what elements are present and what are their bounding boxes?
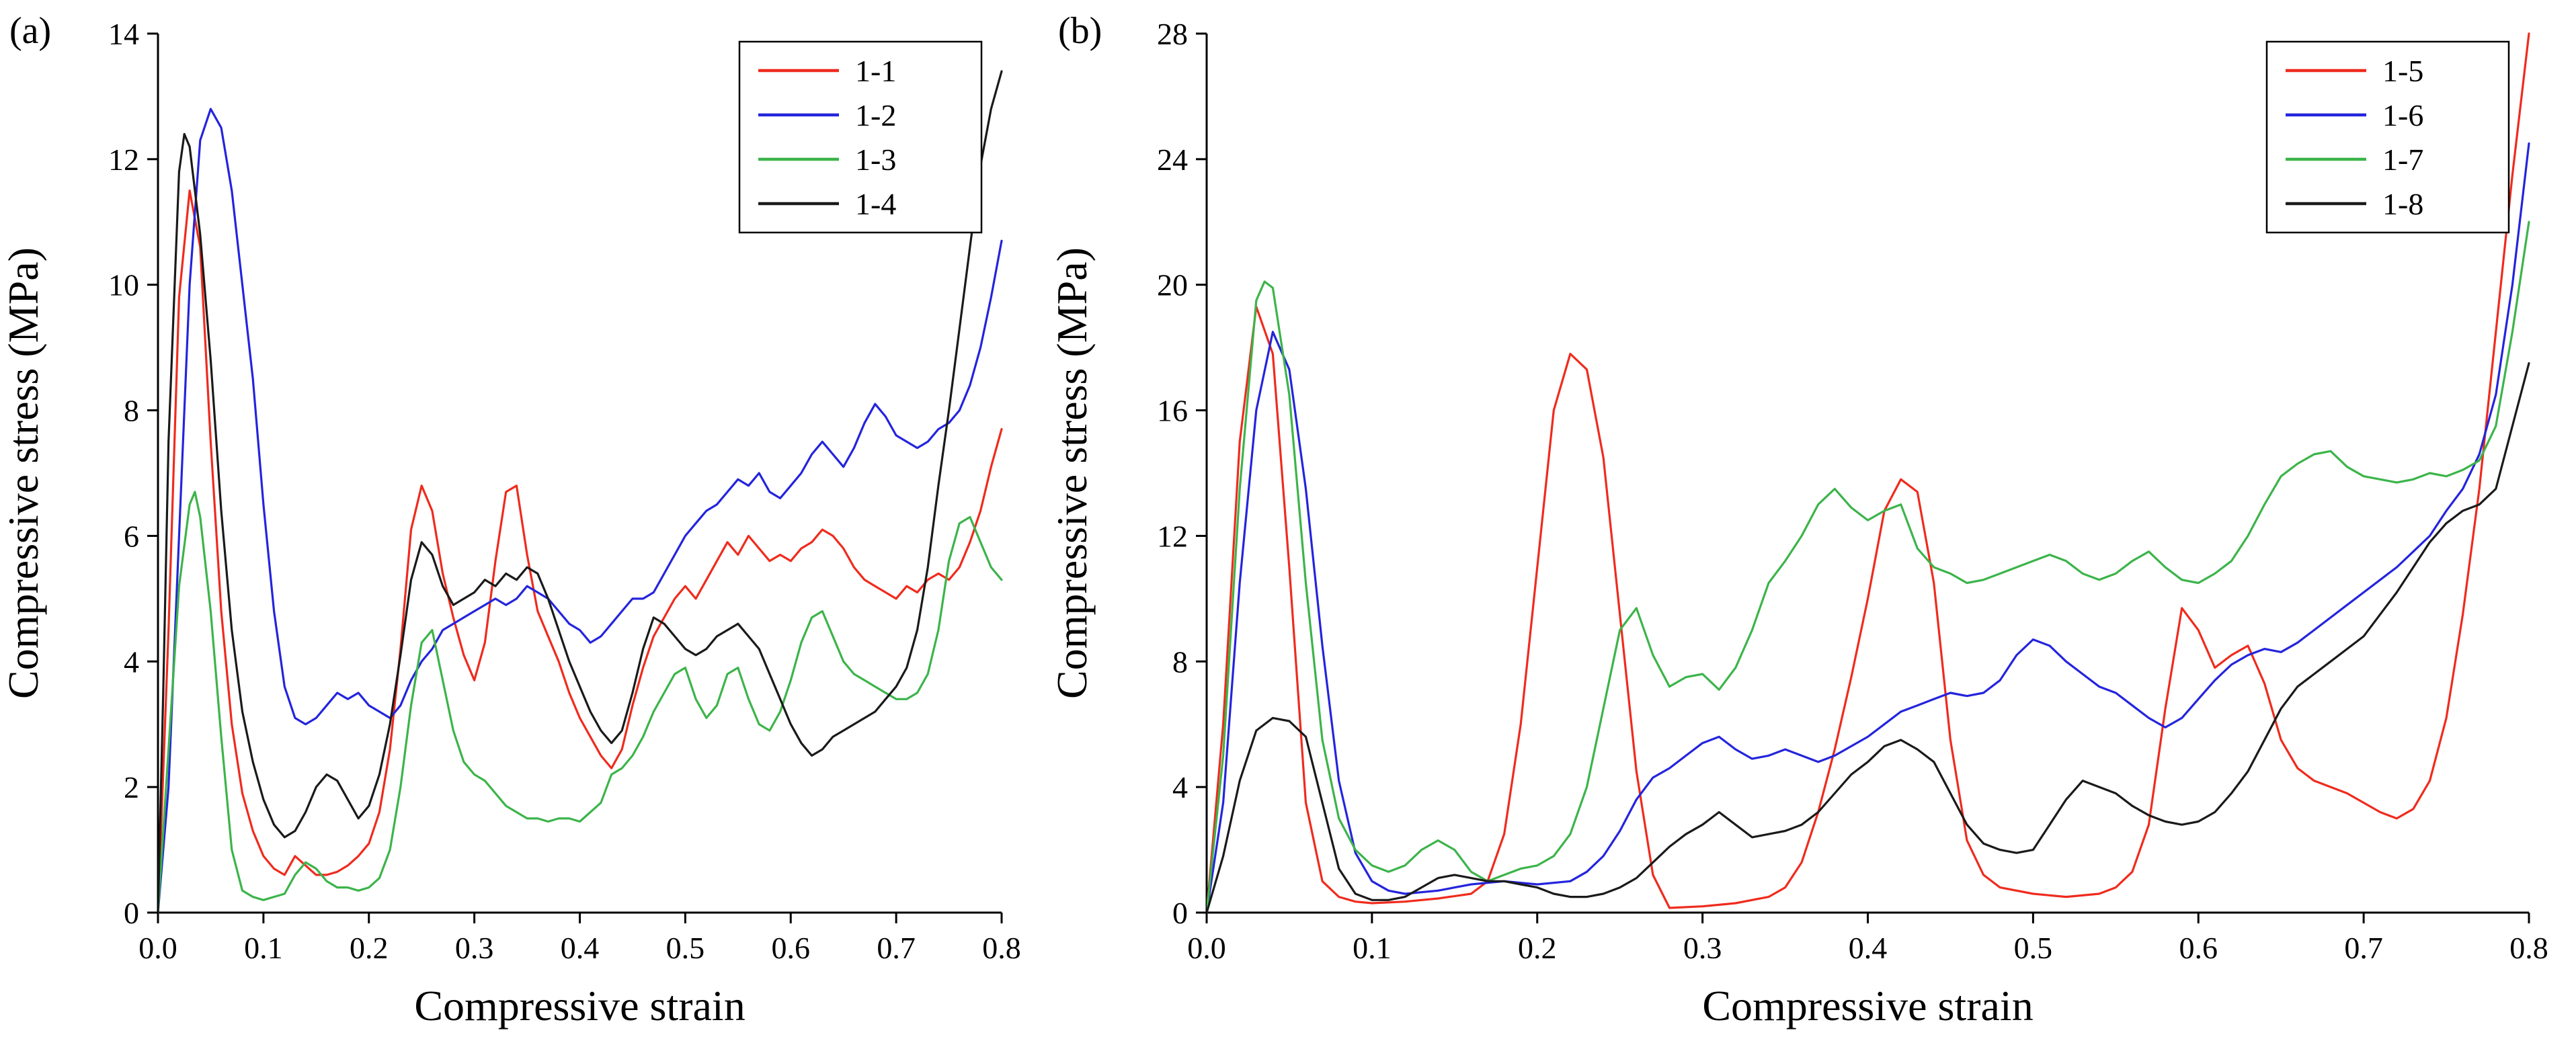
y-tick-label: 28 bbox=[1157, 17, 1188, 51]
x-tick-label: 0.1 bbox=[244, 931, 283, 965]
x-axis-title: Compressive strain bbox=[414, 982, 745, 1030]
panel-label-b: (b) bbox=[1058, 10, 1102, 52]
series-line-1-6 bbox=[1207, 142, 2530, 914]
x-tick-label: 0.1 bbox=[1353, 931, 1392, 965]
x-tick-label: 0.0 bbox=[1187, 931, 1226, 965]
series-line-1-1 bbox=[158, 190, 1003, 914]
y-tick-label: 12 bbox=[108, 142, 139, 177]
legend-label-1-6: 1-6 bbox=[2382, 98, 2423, 132]
series-line-1-5 bbox=[1207, 32, 2530, 914]
y-axis-title: Compressive stress (MPa) bbox=[1049, 247, 1096, 699]
legend-label-1-3: 1-3 bbox=[855, 142, 896, 177]
legend-box bbox=[2265, 40, 2510, 234]
chart-b-svg: 0.0 0.1 0.2 0.3 0.4 0.5 0.6 0.7 0.8 0 4 8 12 16 20 24 28… bbox=[1049, 10, 2548, 1030]
legend-label-1-2: 1-2 bbox=[855, 98, 896, 132]
x-tick-label: 0.3 bbox=[1683, 931, 1722, 965]
series-line-1-7 bbox=[1207, 220, 2530, 914]
series-line-1-4 bbox=[158, 70, 1003, 914]
x-tick-label: 0.6 bbox=[2179, 931, 2218, 965]
chart-panel-b: 0.0 0.1 0.2 0.3 0.4 0.5 0.6 0.7 0.8 0 4 8 12 16 20 24 28… bbox=[1049, 0, 2576, 1047]
x-tick-label: 0.2 bbox=[1518, 931, 1557, 965]
x-tick-label: 0.4 bbox=[1849, 931, 1888, 965]
legend: 1-5 1-6 1-7 1-8 bbox=[2265, 40, 2510, 234]
legend-label-1-5: 1-5 bbox=[2382, 54, 2423, 88]
y-tick-label: 4 bbox=[1172, 770, 1188, 804]
y-tick-label: 8 bbox=[1172, 644, 1188, 679]
series-line-1-2 bbox=[158, 108, 1003, 914]
y-axis-title: Compressive stress (MPa) bbox=[0, 247, 47, 699]
y-tick-label: 12 bbox=[1157, 519, 1188, 553]
x-tick-label: 0.6 bbox=[772, 931, 811, 965]
x-tick-label: 0.0 bbox=[138, 931, 177, 965]
y-tick-label: 6 bbox=[124, 519, 139, 553]
x-tick-label: 0.8 bbox=[2509, 931, 2548, 965]
chart-a-svg: 0.0 0.1 0.2 0.3 0.4 0.5 0.6 0.7 0.8 0 2 4 6 8 10 12 14 Co… bbox=[0, 10, 1021, 1030]
series-line-1-8 bbox=[1207, 362, 2530, 914]
y-tick-label: 20 bbox=[1157, 268, 1188, 302]
chart-panel-a: 0.0 0.1 0.2 0.3 0.4 0.5 0.6 0.7 0.8 0 2 4 6 8 10 12 14 Co… bbox=[0, 0, 1049, 1047]
x-tick-label: 0.7 bbox=[2344, 931, 2383, 965]
legend-label-1-7: 1-7 bbox=[2382, 142, 2423, 177]
legend-label-1-1: 1-1 bbox=[855, 54, 896, 88]
x-tick-label: 0.2 bbox=[350, 931, 389, 965]
series-line-1-3 bbox=[158, 491, 1003, 914]
y-tick-label: 8 bbox=[124, 394, 139, 428]
y-tick-label: 0 bbox=[124, 896, 139, 930]
y-tick-label: 10 bbox=[108, 268, 139, 302]
y-tick-label: 4 bbox=[124, 644, 139, 679]
x-tick-label: 0.8 bbox=[982, 931, 1021, 965]
y-tick-label: 2 bbox=[124, 770, 139, 804]
x-tick-label: 0.3 bbox=[455, 931, 494, 965]
y-tick-label: 14 bbox=[108, 17, 139, 51]
x-tick-label: 0.5 bbox=[2014, 931, 2053, 965]
x-tick-label: 0.5 bbox=[666, 931, 705, 965]
legend-label-1-4: 1-4 bbox=[855, 187, 896, 221]
legend-label-1-8: 1-8 bbox=[2382, 187, 2423, 221]
y-tick-label: 0 bbox=[1172, 896, 1188, 930]
series-group bbox=[1207, 32, 2530, 914]
series-group bbox=[158, 70, 1003, 914]
panel-label-a: (a) bbox=[9, 10, 51, 52]
legend: 1-1 1-2 1-3 1-4 bbox=[738, 40, 983, 234]
x-tick-label: 0.4 bbox=[561, 931, 600, 965]
x-tick-label: 0.7 bbox=[877, 931, 916, 965]
legend-box bbox=[738, 40, 983, 234]
x-axis-title: Compressive strain bbox=[1702, 982, 2033, 1030]
y-tick-label: 16 bbox=[1157, 394, 1188, 428]
y-tick-label: 24 bbox=[1157, 142, 1188, 177]
